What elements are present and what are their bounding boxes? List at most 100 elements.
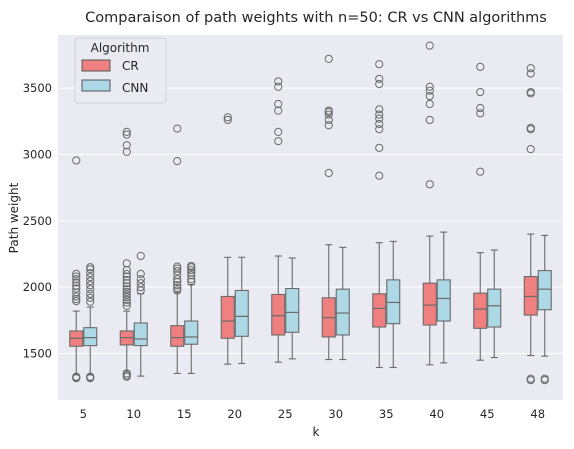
y-axis-label: Path weight: [7, 182, 21, 253]
chart-title: Comparaison of path weights with n=50: C…: [85, 10, 547, 26]
cr-k15-outlier-5: [173, 271, 182, 280]
cr-k10-outlier-12: [122, 275, 131, 284]
y-tick-label-1500: 1500: [23, 347, 52, 361]
legend-label-cnn: CNN: [122, 81, 148, 95]
cr-k10-outlier-19: [122, 130, 131, 139]
cr-k25-outlier-5: [274, 77, 283, 86]
cnn-k5-outlier-3: [86, 297, 95, 306]
cr-k35-outlier-5: [375, 110, 384, 119]
cr-k40-outlier-3: [425, 91, 434, 101]
cr-k40-outlier-4: [425, 86, 434, 95]
cnn-k15-outlier-3: [187, 268, 196, 277]
cr-k40-outlier-2: [425, 99, 434, 109]
cr-k35-outlier-8: [375, 74, 384, 83]
cnn-k15-outlier-1: [187, 275, 196, 284]
cr-k15-outlier-1: [173, 283, 182, 292]
x-tick-label-20: 20: [227, 407, 242, 421]
legend-swatch-cr: [81, 59, 111, 72]
x-tick-label-10: 10: [126, 407, 141, 421]
cr-k10-outlier-16: [122, 259, 131, 268]
cr-k10-outlier-10: [122, 282, 131, 291]
cr-k48-outlier-2: [526, 145, 535, 154]
y-tick-label-3000: 3000: [23, 147, 52, 161]
cr-k25-box: [271, 293, 286, 336]
cr-k40-outlier-5: [425, 82, 434, 91]
cr-k15-outlier-8: [173, 262, 182, 271]
cnn-k45-box: [487, 288, 502, 328]
cr-k10-outlier-13: [122, 272, 131, 281]
cr-k48-outlier-7: [526, 69, 535, 78]
cnn-k15-outlier-6: [187, 261, 196, 271]
cr-k5-outlier-2: [72, 372, 81, 381]
cr-k5-outlier-6: [72, 288, 81, 297]
cr-k10-outlier-4: [122, 298, 131, 307]
cr-k10-outlier-1: [122, 371, 131, 380]
legend-title: Algorithm: [91, 41, 150, 55]
cr-k15-outlier-9: [173, 156, 182, 166]
cnn-k25-box: [285, 287, 300, 333]
cnn-k30-box: [335, 288, 350, 336]
cr-k25-outlier-3: [274, 99, 283, 109]
cr-k30-outlier-5: [324, 106, 333, 115]
cnn-k5-outlier-9: [86, 273, 95, 282]
cnn-k5-outlier-11: [86, 265, 95, 274]
cr-k25-outlier-1: [274, 127, 283, 136]
cnn-k10-outlier-3: [136, 275, 145, 284]
cr-k15-outlier-4: [173, 275, 182, 284]
x-tick-label-30: 30: [328, 407, 343, 421]
cr-k45-outlier-3: [476, 87, 485, 97]
cnn-k10-outlier-1: [136, 283, 145, 292]
cnn-k5-outlier-8: [86, 277, 95, 286]
cr-k48-box: [523, 276, 538, 316]
cr-k35-box: [372, 293, 387, 328]
x-tick-labels: 5 10 15 20 25 30 35 40 45 48: [80, 407, 545, 421]
x-tick-label-40: 40: [429, 407, 444, 421]
x-tick-label-35: 35: [379, 407, 394, 421]
legend: Algorithm CR CNN: [74, 37, 167, 104]
cr-k15-outlier-7: [173, 264, 182, 273]
cr-k10-outlier-17: [122, 147, 131, 156]
cr-k5-outlier-4: [72, 295, 81, 304]
cr-k10-outlier-3: [122, 301, 131, 310]
cr-k30-outlier-2: [324, 115, 333, 125]
cnn-k15-box: [184, 320, 199, 345]
cr-k5-outlier-8: [72, 281, 81, 290]
cr-k48-outlier-1: [526, 374, 535, 383]
cr-k15-outlier-3: [173, 277, 182, 286]
cnn-k5-outlier-2: [86, 372, 95, 381]
cnn-k15-outlier-4: [187, 265, 196, 275]
cnn-k5-outlier-4: [86, 293, 95, 302]
cnn-k10-box: [133, 322, 148, 347]
cr-k45-outlier-0: [476, 167, 485, 176]
cr-k10-outlier-5: [122, 295, 131, 304]
cr-k45-outlier-4: [476, 62, 485, 71]
cr-k5-outlier-10: [72, 275, 81, 284]
cr-k35-outlier-2: [375, 125, 384, 134]
cr-k25-outlier-0: [274, 137, 283, 146]
cr-k15-outlier-10: [173, 124, 182, 133]
cr-k15-outlier-0: [173, 286, 182, 295]
cr-k40-box: [422, 282, 437, 326]
box-plots: [69, 41, 552, 385]
cnn-k5-outlier-10: [86, 269, 95, 278]
y-tick-label-3500: 3500: [23, 81, 52, 95]
cr-k35-outlier-4: [375, 114, 384, 123]
cr-k25-outlier-2: [274, 106, 283, 115]
cr-k10-outlier-9: [122, 285, 131, 294]
x-tick-label-48: 48: [530, 407, 545, 421]
cr-k10-outlier-15: [122, 265, 131, 275]
cr-k40-outlier-0: [425, 180, 434, 189]
cr-k35-outlier-9: [375, 60, 384, 69]
cr-k20-outlier-1: [223, 113, 232, 122]
cr-k15-outlier-6: [173, 267, 182, 276]
cnn-k5-box: [83, 327, 98, 347]
cr-k40-outlier-1: [425, 115, 434, 125]
cr-k5-outlier-3: [72, 297, 81, 306]
cr-k35-outlier-0: [375, 171, 384, 180]
x-tick-label-25: 25: [278, 407, 293, 421]
cr-k10-outlier-14: [122, 269, 131, 279]
cnn-k40-box: [436, 279, 451, 322]
cr-k5-outlier-9: [72, 278, 81, 287]
cr-k5-outlier-11: [72, 272, 81, 281]
